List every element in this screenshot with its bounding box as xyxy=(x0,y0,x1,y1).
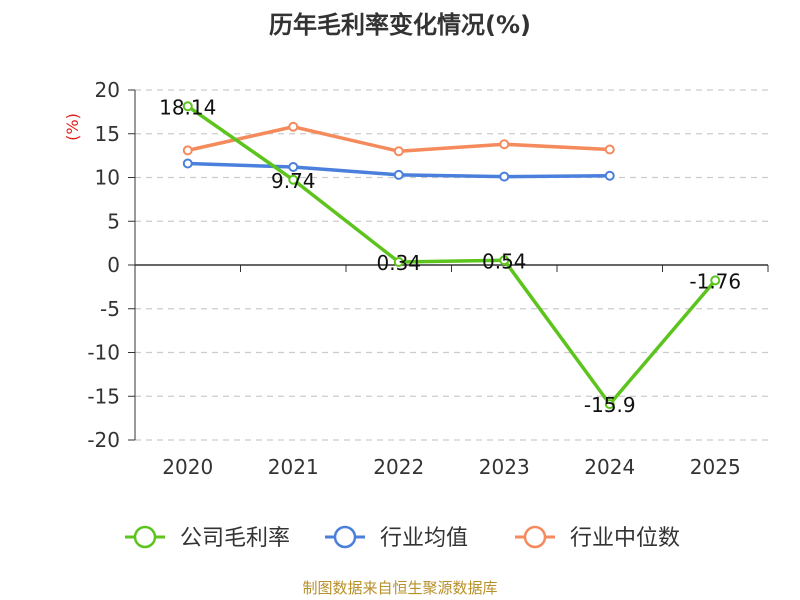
y-tick-label: 10 xyxy=(95,166,120,190)
data-point xyxy=(288,121,299,132)
legend-label: 行业均值 xyxy=(380,526,468,551)
x-tick-label: 2025 xyxy=(690,455,741,479)
y-tick-label: 15 xyxy=(95,122,120,146)
legend-label: 行业中位数 xyxy=(570,526,680,551)
legend-marker xyxy=(333,525,357,549)
data-label: 0.54 xyxy=(482,249,527,273)
y-tick-label: 20 xyxy=(95,78,120,102)
data-point xyxy=(499,139,510,150)
y-tick-label: -10 xyxy=(87,341,120,365)
data-point xyxy=(499,171,510,182)
data-point xyxy=(499,255,510,266)
y-tick-label: 0 xyxy=(107,253,120,277)
x-tick-label: 2022 xyxy=(373,455,424,479)
legend-marker xyxy=(523,525,547,549)
legend-marker xyxy=(133,525,157,549)
data-label: -1.76 xyxy=(689,269,741,293)
data-point xyxy=(182,145,193,156)
data-point xyxy=(393,169,404,180)
data-label: -15.9 xyxy=(584,393,636,417)
data-point xyxy=(288,162,299,172)
series-lines xyxy=(182,101,721,410)
axes: 20 15 10 5 0 -5 -10 -15 -20 2020 2021 2022 2023 2024 2… xyxy=(87,78,769,479)
data-point xyxy=(182,101,193,112)
y-tick-label: 5 xyxy=(107,209,120,233)
legend[interactable]: 公司毛利率 行业均值 行业中位数 xyxy=(125,525,680,551)
legend-label: 公司毛利率 xyxy=(180,526,290,551)
data-point xyxy=(604,399,615,410)
data-point xyxy=(604,144,615,155)
data-point xyxy=(393,257,404,268)
data-point xyxy=(604,170,615,181)
data-point xyxy=(393,146,404,157)
y-tick-label: -5 xyxy=(100,297,120,321)
x-tick-label: 2020 xyxy=(162,455,213,479)
legend-item[interactable]: 行业均值 xyxy=(325,525,468,551)
data-label: 9.74 xyxy=(271,169,316,193)
y-tick-label: -15 xyxy=(87,384,120,408)
legend-item[interactable]: 行业中位数 xyxy=(515,525,680,551)
data-labels: 18.14 9.74 0.34 0.54 -15.9 -1.76 xyxy=(159,95,741,417)
series-line xyxy=(186,104,717,406)
x-tick-label: 2023 xyxy=(479,455,530,479)
legend-item[interactable]: 公司毛利率 xyxy=(125,525,290,551)
x-tick-label: 2021 xyxy=(268,455,319,479)
x-tick-label: 2024 xyxy=(584,455,635,479)
source-note: 制图数据来自恒生聚源数据库 xyxy=(302,579,497,597)
chart-title: 历年毛利率变化情况(%) xyxy=(269,11,531,39)
data-label: 0.34 xyxy=(376,251,421,275)
y-tick-label: -20 xyxy=(87,428,120,452)
data-point xyxy=(182,158,193,169)
data-point xyxy=(710,275,721,286)
data-label: 18.14 xyxy=(159,95,216,119)
data-point xyxy=(288,174,299,185)
y-axis-label: (%) xyxy=(63,113,82,141)
